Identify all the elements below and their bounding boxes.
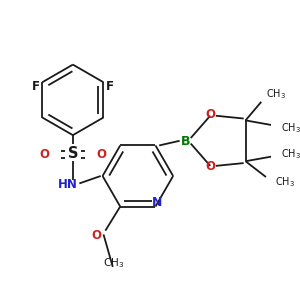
Text: O: O [92,229,102,242]
Text: B: B [180,135,190,148]
Text: N: N [152,196,163,209]
Text: CH$_3$: CH$_3$ [281,121,300,135]
Text: O: O [96,148,106,161]
Text: S: S [68,146,78,161]
Text: O: O [205,108,215,121]
Text: CH$_3$: CH$_3$ [103,256,124,270]
Text: F: F [32,80,40,93]
Text: O: O [40,148,50,161]
Text: HN: HN [58,178,77,191]
Text: O: O [205,160,215,173]
Text: CH$_3$: CH$_3$ [275,175,295,188]
Text: CH$_3$: CH$_3$ [266,88,286,101]
Text: CH$_3$: CH$_3$ [281,147,300,161]
Text: F: F [106,80,114,93]
